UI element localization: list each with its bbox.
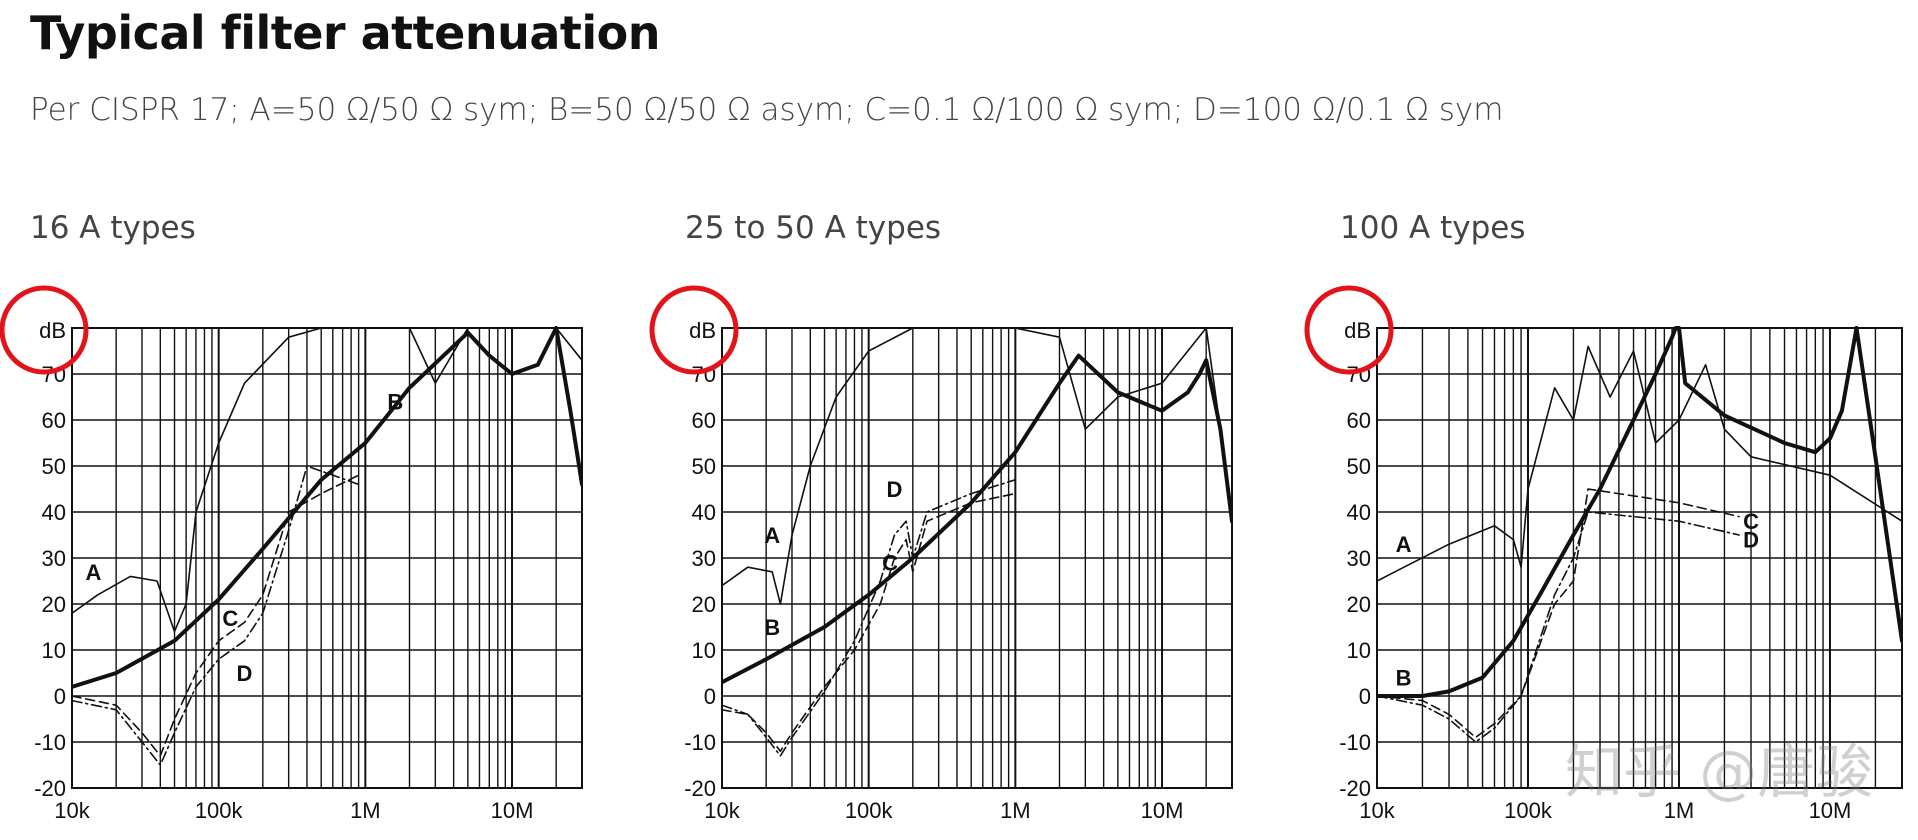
curve-label-B: B — [764, 615, 780, 640]
y-tick-label: 40 — [692, 500, 716, 525]
chart-1-title: 16 A types — [30, 210, 196, 246]
curve-label-A: A — [85, 560, 101, 585]
curve-label-C: C — [882, 551, 898, 576]
x-tick-label: 10k — [704, 798, 740, 823]
curve-label-D: D — [887, 477, 903, 502]
y-axis-unit: dB — [689, 318, 716, 343]
y-tick-label: 60 — [42, 408, 66, 433]
x-tick-label: 100k — [845, 798, 894, 823]
y-tick-label: 0 — [1359, 684, 1371, 709]
page-title: Typical filter attenuation — [30, 6, 661, 60]
y-tick-label: -10 — [1339, 730, 1371, 755]
series-B — [72, 326, 582, 689]
y-tick-label: -20 — [34, 776, 66, 801]
x-tick-label: 1M — [1000, 798, 1031, 823]
curve-label-A: A — [1396, 532, 1412, 557]
series-C — [72, 474, 360, 757]
curve-label-D: D — [1743, 528, 1759, 553]
db-highlight-circle — [0, 285, 89, 375]
y-tick-label: 40 — [42, 500, 66, 525]
y-axis-unit: dB — [39, 318, 66, 343]
series-C — [722, 492, 1017, 753]
series-B — [1377, 326, 1902, 698]
series-C — [1377, 488, 1740, 739]
series-D — [1377, 511, 1740, 743]
x-tick-label: 10M — [1809, 798, 1852, 823]
series-A — [1377, 345, 1902, 582]
y-tick-label: 40 — [1347, 500, 1371, 525]
page-subtitle: Per CISPR 17; A=50 Ω/50 Ω sym; B=50 Ω/50… — [30, 92, 1504, 128]
x-tick-label: 10k — [1359, 798, 1395, 823]
y-tick-label: -20 — [684, 776, 716, 801]
y-tick-label: 50 — [1347, 454, 1371, 479]
y-tick-label: -20 — [1339, 776, 1371, 801]
x-tick-label: 10M — [491, 798, 534, 823]
series-B — [722, 353, 1232, 685]
x-tick-label: 10M — [1141, 798, 1184, 823]
x-tick-label: 1M — [1664, 798, 1695, 823]
series-D — [72, 465, 360, 766]
curve-label-C: C — [222, 606, 238, 631]
db-highlight-circle — [649, 285, 739, 375]
x-tick-label: 100k — [195, 798, 244, 823]
y-axis-unit: dB — [1344, 318, 1371, 343]
chart-3-title: 100 A types — [1340, 210, 1526, 246]
db-highlight-circle — [1304, 285, 1394, 375]
y-tick-label: -10 — [34, 730, 66, 755]
y-tick-label: 0 — [704, 684, 716, 709]
y-tick-label: 10 — [692, 638, 716, 663]
x-tick-label: 10k — [54, 798, 90, 823]
y-tick-label: 10 — [1347, 638, 1371, 663]
y-tick-label: 30 — [692, 546, 716, 571]
watermark: 知乎 @唐骏 — [1565, 738, 1874, 806]
series-D — [722, 479, 1017, 757]
x-tick-label: 1M — [350, 798, 381, 823]
curve-label-A: A — [764, 523, 780, 548]
chart-2-title: 25 to 50 A types — [685, 210, 942, 246]
curve-label-B: B — [1396, 666, 1412, 691]
y-tick-label: -10 — [684, 730, 716, 755]
y-tick-label: 10 — [42, 638, 66, 663]
y-tick-label: 50 — [692, 454, 716, 479]
y-tick-label: 20 — [42, 592, 66, 617]
series-A — [722, 327, 1232, 605]
y-tick-label: 20 — [692, 592, 716, 617]
y-tick-label: 20 — [1347, 592, 1371, 617]
curve-label-B: B — [387, 390, 403, 415]
y-tick-label: 30 — [42, 546, 66, 571]
plot-frame — [1376, 327, 1903, 789]
x-tick-label: 100k — [1504, 798, 1553, 823]
y-tick-label: 0 — [54, 684, 66, 709]
y-tick-label: 50 — [42, 454, 66, 479]
series-A — [72, 327, 582, 633]
y-tick-label: 60 — [692, 408, 716, 433]
y-tick-label: 30 — [1347, 546, 1371, 571]
curve-label-D: D — [237, 661, 253, 686]
curve-label-C: C — [1743, 509, 1759, 534]
y-tick-label: 60 — [1347, 408, 1371, 433]
